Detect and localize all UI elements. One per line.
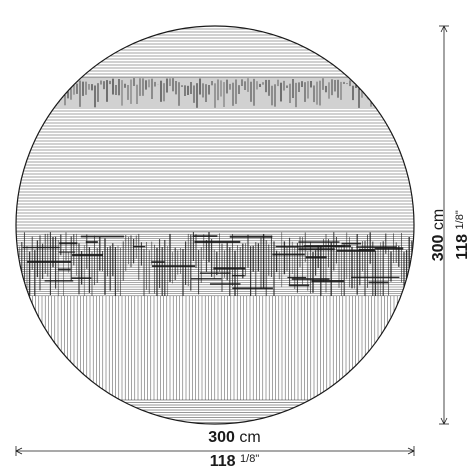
width-cm-label: 300 cm [0,430,469,446]
height-in-label: 118 1/8" [455,190,469,280]
height-cm-label: 300 cm [431,190,447,280]
height-in-whole: 118 [454,234,469,260]
width-cm-unit: cm [239,429,260,446]
height-cm-unit: cm [430,209,447,230]
width-in-fraction: 1/8" [240,453,259,465]
width-in-whole: 118 [210,453,236,470]
width-cm-value: 300 [208,429,235,446]
width-in-label: 118 1/8" [0,454,469,470]
height-cm-value: 300 [430,235,447,262]
height-in-fraction: 1/8" [454,210,466,229]
rug-pattern [0,26,469,423]
